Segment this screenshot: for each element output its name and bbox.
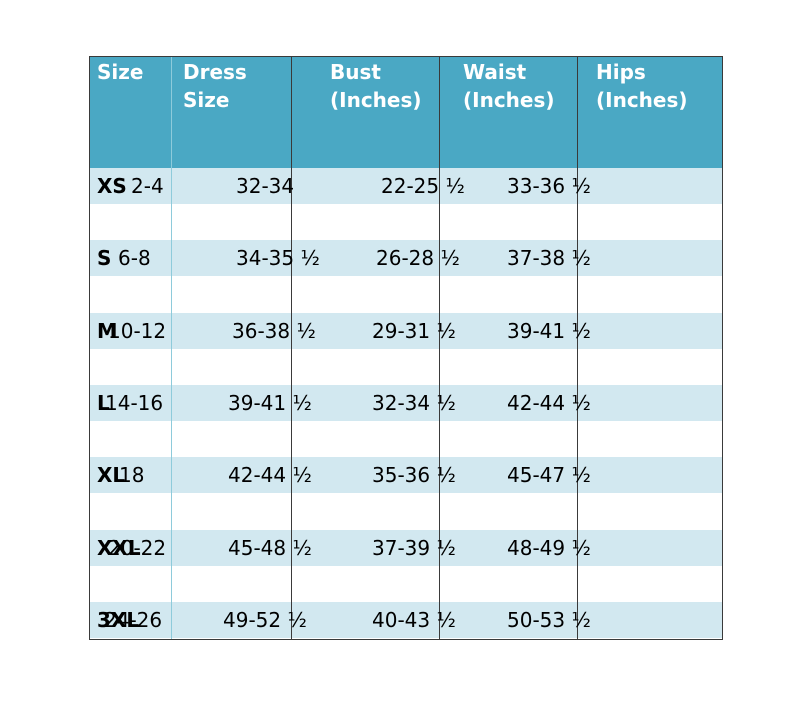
cell-bust: 42-44 ½: [228, 463, 312, 487]
cell-size: S: [97, 246, 112, 270]
row-band: [90, 457, 722, 493]
column-divider: [291, 57, 292, 639]
cell-dress: 6-8: [118, 246, 151, 270]
cell-bust: 32-34: [236, 174, 295, 198]
cell-hips: 45-47 ½: [507, 463, 591, 487]
cell-dress: 18: [119, 463, 145, 487]
cell-hips: 50-53 ½: [507, 608, 591, 632]
row-band: [90, 240, 722, 276]
cell-size: M: [97, 319, 117, 343]
cell-waist: 37-39 ½: [372, 536, 456, 560]
cell-bust: 49-52 ½: [223, 608, 307, 632]
row-band: [90, 602, 722, 638]
cell-size: L: [97, 391, 110, 415]
row-band: [90, 385, 722, 421]
cell-hips: 48-49 ½: [507, 536, 591, 560]
cell-dress: 24-26: [104, 608, 163, 632]
cell-waist: 26-28 ½: [376, 246, 460, 270]
cell-hips: 33-36 ½: [507, 174, 591, 198]
cell-bust: 36-38 ½: [232, 319, 316, 343]
row-band: [90, 313, 722, 349]
table-header: [90, 57, 722, 168]
row-band: [90, 530, 722, 566]
column-divider: [577, 57, 578, 639]
row-band: [90, 168, 722, 204]
cell-size: 3XL: [97, 608, 140, 632]
cell-dress: 20-22: [108, 536, 167, 560]
column-divider: [171, 57, 172, 639]
cell-waist: 40-43 ½: [372, 608, 456, 632]
cell-bust: 45-48 ½: [228, 536, 312, 560]
cell-hips: 39-41 ½: [507, 319, 591, 343]
cell-bust: 34-35 ½: [236, 246, 320, 270]
column-divider: [439, 57, 440, 639]
cell-waist: 35-36 ½: [372, 463, 456, 487]
cell-dress: 10-12: [108, 319, 167, 343]
header-waist: Waist (Inches): [463, 60, 555, 112]
cell-size: XS: [97, 174, 127, 198]
cell-size: XL: [97, 463, 126, 487]
cell-hips: 37-38 ½: [507, 246, 591, 270]
header-size: Size: [97, 60, 144, 84]
header-dress-size: Dress Size: [183, 60, 247, 112]
cell-dress: 2-4: [131, 174, 164, 198]
cell-bust: 39-41 ½: [228, 391, 312, 415]
cell-waist: 29-31 ½: [372, 319, 456, 343]
header-hips: Hips (Inches): [596, 60, 688, 112]
header-bust: Bust (Inches): [330, 60, 422, 112]
cell-waist: 22-25 ½: [381, 174, 465, 198]
cell-dress: 14-16: [105, 391, 164, 415]
cell-size: XXL: [97, 536, 141, 560]
size-chart-table: Size Dress Size Bust (Inches) Waist (Inc…: [89, 56, 723, 640]
cell-hips: 42-44 ½: [507, 391, 591, 415]
cell-waist: 32-34 ½: [372, 391, 456, 415]
